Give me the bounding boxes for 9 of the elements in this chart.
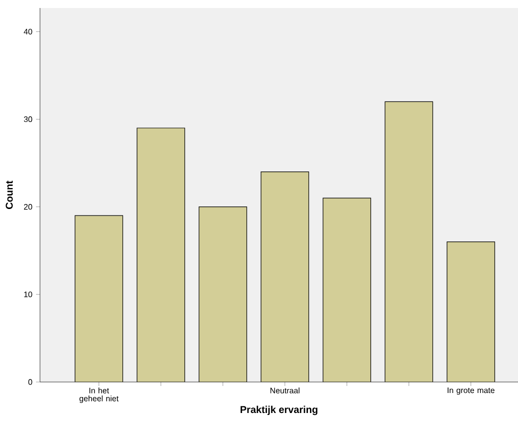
bar <box>261 172 309 382</box>
x-axis-title: Praktijk ervaring <box>240 406 318 416</box>
bar <box>137 128 185 382</box>
bar <box>199 206 247 382</box>
y-axis-title: Count <box>6 180 13 209</box>
bar <box>446 242 496 382</box>
bar <box>385 102 433 382</box>
bar <box>323 198 371 382</box>
bar <box>75 216 123 382</box>
